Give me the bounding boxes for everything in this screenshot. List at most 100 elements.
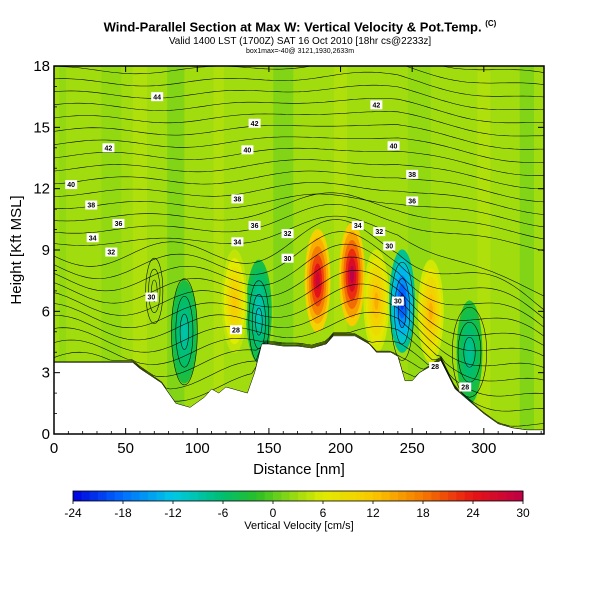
velocity-cell [232, 292, 237, 310]
theta-label: 28 [431, 364, 439, 371]
theta-label-bg [406, 196, 419, 206]
colorbar-segment [389, 491, 399, 501]
theta-labels: 44 42 40 38 36 34 32 30 34 32 30 42 40 38 36 42 40 38 36 34… [65, 92, 472, 392]
x-tick-label: 150 [256, 440, 281, 457]
theta-contour-line [54, 66, 544, 85]
theta-label: 28 [232, 327, 240, 334]
theta-label-bg [351, 220, 364, 230]
theta-contour-loop [394, 278, 411, 345]
colorbar-segment [448, 491, 457, 501]
colorbar-tick-label: 6 [320, 506, 327, 520]
theta-contour-loop [179, 313, 189, 350]
theta-label: 42 [105, 145, 113, 152]
field-band [519, 66, 534, 434]
theta-contour-loop [255, 307, 263, 336]
velocity-cell [315, 272, 320, 290]
y-axis-label: Height [Kft MSL] [8, 195, 25, 304]
colorbar-segment [323, 491, 332, 501]
theta-contour-line [54, 170, 544, 203]
colorbar-segment [331, 491, 341, 501]
colorbar-tick-label: 18 [416, 506, 430, 520]
theta-label: 32 [107, 250, 115, 257]
colorbar-tick-label: -18 [114, 506, 132, 520]
y-tick-label: 0 [42, 426, 50, 443]
colorbar-segment [148, 491, 157, 501]
x-tick-label: 100 [185, 440, 210, 457]
theta-contour-line [54, 297, 544, 368]
colorbar-segment [131, 491, 141, 501]
colorbar-tick-label: -24 [64, 506, 82, 520]
theta-label: 38 [87, 203, 95, 210]
colorbar-segment [181, 491, 191, 501]
theta-contour-line [54, 84, 544, 110]
colorbar-segment [456, 491, 466, 501]
colorbar-segment [348, 491, 357, 501]
colorbar-segment [289, 491, 299, 501]
theta-contour-line [54, 111, 544, 137]
theta-label-bg [151, 92, 164, 102]
theta-label-bg [248, 220, 261, 230]
chart-subsubtitle: box1max=-40@ 3121,1930,2633m [245, 48, 355, 55]
field-band [59, 66, 67, 434]
theta-label-bg [391, 296, 404, 306]
theta-label-bg [429, 362, 442, 372]
y-tick-label: 15 [33, 119, 50, 136]
colorbar-segment [498, 491, 507, 501]
y-tick-label: 12 [33, 181, 50, 198]
theta-label-bg [105, 247, 118, 257]
theta-contour-line [54, 215, 544, 297]
colorbar-segment [481, 491, 491, 501]
colorbar-segment [339, 491, 349, 501]
terrain [54, 335, 544, 434]
colorbar-segment [514, 491, 524, 501]
theta-contour-line [54, 270, 544, 346]
y-tick-label: 3 [42, 365, 50, 382]
theta-contour-loop [151, 279, 158, 303]
theta-label-bg [406, 169, 419, 179]
y-tick-label: 18 [33, 58, 50, 75]
colorbar-segment [81, 491, 91, 501]
colorbar-segment [314, 491, 324, 501]
colorbar-segment [214, 491, 224, 501]
colorbar-segment [223, 491, 232, 501]
x-tick-label: 300 [471, 440, 496, 457]
theta-contour-line [54, 159, 544, 190]
chart-title: Wind-Parallel Section at Max W: Vertical… [103, 19, 497, 35]
theta-label: 40 [67, 182, 75, 189]
colorbar: -24 -18 -12 -6 0 6 12 18 24 30 [64, 490, 530, 520]
theta-label-bg [281, 253, 294, 263]
velocity-cell [256, 302, 262, 320]
theta-label: 36 [408, 199, 416, 206]
colorbar-frame [72, 490, 524, 502]
colorbar-tick-label: -6 [218, 506, 229, 520]
colorbar-segment [206, 491, 216, 501]
theta-label: 32 [284, 231, 292, 238]
theta-contour-line [54, 193, 544, 228]
theta-label: 30 [284, 256, 292, 263]
colorbar-segment [506, 491, 516, 501]
theta-contour-loop [145, 257, 164, 324]
theta-label-bg [145, 292, 158, 302]
colorbar-segment [164, 491, 174, 501]
colorbar-segment [464, 491, 474, 501]
colorbar-segment [114, 491, 124, 501]
theta-label: 34 [354, 223, 362, 230]
theta-contour-loop [390, 261, 414, 361]
colorbar-segment [439, 491, 449, 501]
theta-contour-line [54, 283, 544, 357]
theta-contour-line [54, 182, 544, 215]
colorbar-segment [364, 491, 374, 501]
colorbar-segment [189, 491, 199, 501]
colorbar-segment [298, 491, 307, 501]
colorbar-segment [381, 491, 391, 501]
theta-label: 40 [244, 147, 252, 154]
x-tick-label: 50 [117, 440, 134, 457]
theta-contour-loop [251, 294, 266, 350]
theta-label: 44 [153, 94, 161, 101]
theta-label: 32 [375, 229, 383, 236]
theta-contour-line [54, 124, 544, 150]
field-band [68, 66, 80, 434]
y-tick-label: 9 [42, 242, 50, 259]
x-tick-label: 250 [400, 440, 425, 457]
